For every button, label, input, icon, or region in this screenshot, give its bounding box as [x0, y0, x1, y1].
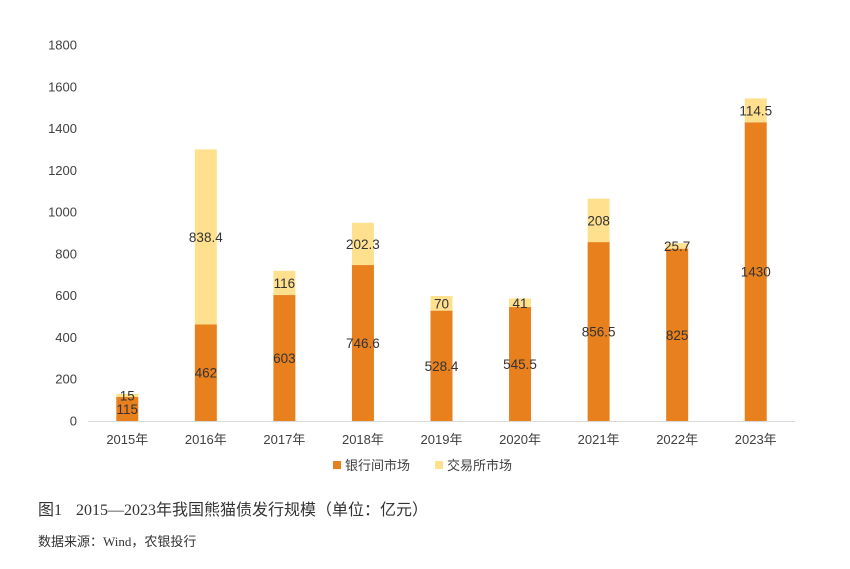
y-tick-label: 1400	[48, 121, 77, 136]
bar-value-label: 825	[666, 328, 689, 343]
y-tick-label: 1200	[48, 163, 77, 178]
x-tick-label: 2017年	[263, 432, 305, 447]
bar-segment-series-1	[744, 122, 767, 422]
bar-value-label: 70	[434, 296, 449, 311]
x-axis-ticks: 2015年 2016年 2017年 2018年 2019年 2020年 2021年 2022年…	[106, 432, 776, 447]
figure-number: 图1	[38, 502, 63, 519]
bar-segment-series-2	[430, 296, 453, 311]
x-tick-label: 2022年	[656, 432, 698, 447]
bar-value-label: 208	[587, 213, 610, 228]
y-tick-label: 0	[70, 414, 77, 429]
bar-segment-series-1	[273, 295, 296, 421]
bar-value-label: 746.6	[346, 336, 380, 351]
y-tick-label: 1600	[48, 79, 77, 94]
source-note: 数据来源：Wind，农银投行	[38, 534, 197, 549]
y-tick-label: 600	[55, 288, 77, 303]
y-axis-ticks: 0 200 400 600 800 1000 1200 1400 1600 1800	[48, 38, 77, 429]
bar-segment-series-1	[666, 248, 689, 421]
bar-segment-series-2	[194, 149, 217, 325]
bar-value-label: 15	[120, 388, 135, 403]
bar-value-label: 528.4	[425, 359, 459, 374]
figure-title: 2015—2023年我国熊猫债发行规模（单位：亿元）	[76, 502, 429, 519]
bar-value-label: 115	[117, 402, 139, 417]
bar-value-label: 25.7	[664, 239, 690, 254]
x-tick-label: 2021年	[578, 432, 620, 447]
bar-value-label: 462	[195, 366, 218, 381]
bar-segment-series-2	[744, 98, 767, 123]
figure-caption: 图1 2015—2023年我国熊猫债发行规模（单位：亿元）	[38, 496, 428, 520]
legend: 银行间市场 交易所市场	[333, 458, 512, 473]
x-tick-label: 2020年	[499, 432, 541, 447]
y-tick-label: 400	[55, 330, 77, 345]
bar-value-label: 116	[274, 276, 296, 291]
y-tick-label: 1000	[48, 205, 77, 220]
legend-label-exchange: 交易所市场	[447, 458, 512, 473]
x-tick-label: 2016年	[185, 432, 227, 447]
bar-segment-series-2	[587, 198, 610, 243]
bar-segment-series-2	[509, 298, 532, 308]
y-tick-label: 1800	[48, 38, 77, 53]
bar-value-label: 1430	[741, 265, 771, 280]
x-tick-label: 2015年	[106, 432, 148, 447]
x-tick-label: 2018年	[342, 432, 384, 447]
bar-segment-series-1	[116, 396, 139, 421]
y-tick-label: 800	[55, 246, 77, 261]
legend-label-interbank: 银行间市场	[345, 458, 410, 473]
bar-value-label: 603	[273, 351, 296, 366]
bar-segment-series-1	[194, 324, 217, 421]
legend-swatch-interbank	[333, 461, 341, 469]
bar-value-label: 41	[513, 296, 528, 311]
y-tick-label: 200	[55, 372, 77, 387]
bar-segment-series-1	[587, 242, 610, 421]
bar-value-label: 856.5	[582, 325, 616, 340]
bar-segment-series-2	[351, 222, 374, 266]
bar-segment-series-2	[116, 393, 139, 397]
bar-value-label: 545.5	[503, 357, 537, 372]
bar-value-label: 114.5	[739, 103, 772, 118]
legend-swatch-exchange	[435, 461, 443, 469]
x-tick-label: 2023年	[735, 432, 777, 447]
bar-segment-series-1	[351, 265, 374, 421]
x-tick-label: 2019年	[421, 432, 463, 447]
bar-value-label: 202.3	[346, 237, 380, 252]
bar-value-label: 838.4	[189, 230, 223, 245]
bar-segment-series-1	[430, 310, 453, 421]
bar-segment-series-1	[509, 307, 532, 421]
bar-segment-series-2	[273, 270, 296, 296]
bar-segment-series-2	[666, 243, 689, 249]
